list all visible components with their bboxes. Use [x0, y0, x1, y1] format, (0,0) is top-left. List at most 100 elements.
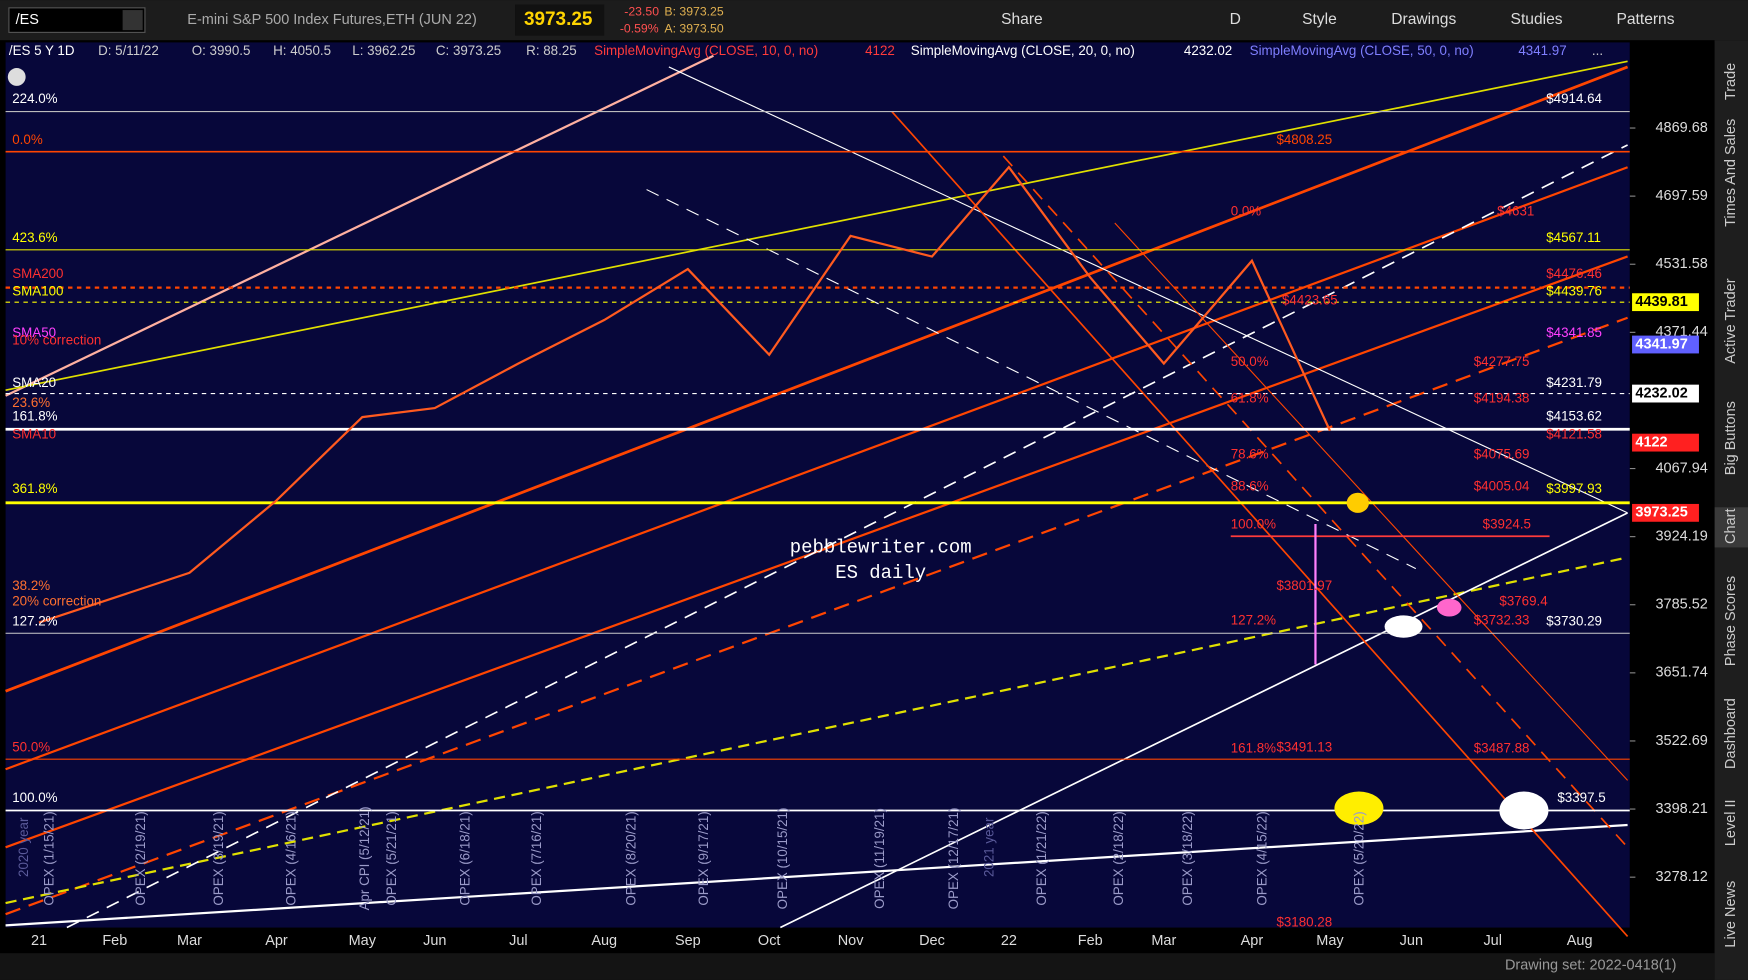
x-tick-label: Nov [838, 933, 865, 949]
event-label: 2021 year [981, 817, 996, 877]
sidebar-tab[interactable]: Trade [1723, 63, 1739, 100]
event-label: OPEX (7/16/21) [529, 811, 544, 905]
y-tick-label: 3278.12 [1656, 869, 1708, 885]
change-pct: -0.59% [620, 21, 659, 35]
bottom-toolbar [0, 953, 1715, 980]
level-label: SMA100 [12, 284, 63, 299]
fib-label: 161.8% [1231, 741, 1276, 756]
level-label: 224.0% [12, 91, 57, 106]
more: ... [1592, 43, 1603, 58]
study-name: SimpleMovingAvg (CLOSE, 50, 0, no) [1250, 43, 1474, 58]
x-tick-label: Aug [591, 933, 617, 949]
price-badge-label: 3973.25 [1635, 505, 1687, 521]
x-tick-label: Jun [1400, 933, 1423, 949]
x-tick-label: May [1316, 933, 1344, 949]
symbol-box[interactable] [8, 7, 146, 33]
level-label: SMA50 [12, 325, 56, 340]
price-level-label: $4439.76 [1546, 284, 1602, 299]
toolbar-button[interactable]: D [1230, 11, 1241, 28]
price-level-label: $4153.62 [1546, 409, 1602, 424]
sidebar-tab[interactable]: Phase Scores [1723, 576, 1739, 666]
price-level-label: $3487.88 [1474, 741, 1530, 756]
event-label: OPEX (8/20/21) [624, 811, 639, 905]
event-label: OPEX (5/21/21) [384, 811, 399, 905]
header-date: D: 5/11/22 [98, 43, 159, 58]
toolbar-button[interactable]: Drawings [1391, 11, 1456, 28]
sidebar-tab[interactable]: Big Buttons [1723, 401, 1739, 475]
fib-label: 100.0% [1231, 517, 1276, 532]
y-tick-label: 4869.68 [1656, 120, 1708, 136]
price-level-label: $3997.93 [1546, 481, 1602, 496]
price-level-label: $4231.79 [1546, 375, 1602, 390]
event-label: OPEX (6/18/21) [458, 811, 473, 905]
last-price: 3973.25 [524, 9, 592, 30]
level-label: 38.2% [12, 578, 50, 593]
toolbar-button[interactable]: Studies [1511, 11, 1563, 28]
x-tick-label: Mar [1151, 933, 1176, 949]
price-level-label: $3180.28 [1276, 915, 1332, 930]
price-level-label: $3732.33 [1474, 613, 1530, 628]
x-tick-label: Apr [265, 933, 288, 949]
header-high: H: 4050.5 [273, 43, 331, 58]
sidebar-tab[interactable]: Chart [1723, 509, 1739, 544]
header-open: O: 3990.5 [192, 43, 251, 58]
study-name: SimpleMovingAvg (CLOSE, 20, 0, no) [911, 43, 1135, 58]
price-level-label: $3730.29 [1546, 614, 1602, 629]
price-badge [1632, 335, 1699, 354]
sidebar-tab[interactable]: Active Trader [1723, 278, 1739, 364]
level-label: 50.0% [12, 740, 50, 755]
toolbar-button[interactable]: Style [1302, 11, 1337, 28]
level-label: SMA20 [12, 375, 56, 390]
price-line [38, 165, 1331, 624]
sidebar-tab[interactable]: Times And Sales [1723, 119, 1739, 227]
price-badge-label: 4439.81 [1635, 294, 1687, 310]
y-tick-label: 3785.52 [1656, 597, 1708, 613]
sidebar-tab[interactable]: Level II [1723, 799, 1739, 846]
price-level-label: $4277.75 [1474, 354, 1530, 369]
sidebar-tab[interactable]: Live News [1723, 881, 1739, 948]
x-tick-label: Jul [509, 933, 528, 949]
level-label: 127.2% [12, 614, 57, 629]
level-label: SMA10 [12, 426, 56, 441]
y-tick-label: 4067.94 [1656, 460, 1708, 476]
x-tick-label: May [349, 933, 377, 949]
price-level-label: $3769.4 [1499, 594, 1548, 609]
sidebar-tab[interactable]: Dashboard [1723, 698, 1739, 769]
x-tick-label: Jun [423, 933, 446, 949]
header-low: L: 3962.25 [352, 43, 415, 58]
event-label: OPEX (10/15/21) [775, 808, 790, 910]
price-level-label: $4341.85 [1546, 325, 1602, 340]
fib-label: 0.0% [1231, 203, 1262, 218]
event-label: OPEX (3/19/21) [211, 811, 226, 905]
toolbar-button[interactable]: Share [1001, 11, 1043, 28]
price-badge [1632, 293, 1699, 312]
level-label: 161.8% [12, 409, 57, 424]
level-label: 23.6% [12, 395, 50, 410]
event-label: OPEX (1/15/21) [42, 811, 57, 905]
price-level-label: $4121.58 [1546, 426, 1602, 441]
x-tick-label: Mar [177, 933, 202, 949]
x-tick-label: Aug [1567, 933, 1593, 949]
change: -23.50 [624, 5, 659, 19]
event-label: OPEX (3/18/22) [1180, 811, 1195, 905]
event-label: OPEX (12/17/21) [946, 808, 961, 910]
price-badge [1632, 503, 1699, 522]
fib-label: 127.2% [1231, 613, 1276, 628]
fib-label: 61.8% [1231, 391, 1269, 406]
toolbar-button[interactable]: Patterns [1616, 11, 1674, 28]
price-badge-label: 4122 [1635, 434, 1667, 450]
bid: B: 3973.25 [664, 5, 723, 19]
fib-label: 78.6% [1231, 446, 1269, 461]
ask: A: 3973.50 [664, 21, 723, 35]
y-tick-label: 3651.74 [1656, 665, 1708, 681]
price-level-label: $4914.64 [1546, 91, 1602, 106]
price-level-label: $3924.5 [1483, 517, 1531, 532]
price-badge [1632, 384, 1699, 403]
level-label: 10% correction [12, 333, 101, 348]
price-level-label: $4194.38 [1474, 391, 1530, 406]
chart-area [5, 42, 1630, 928]
price-badge [1632, 433, 1699, 452]
price-badge-label: 4232.02 [1635, 385, 1687, 401]
level-label: 100.0% [12, 790, 57, 805]
